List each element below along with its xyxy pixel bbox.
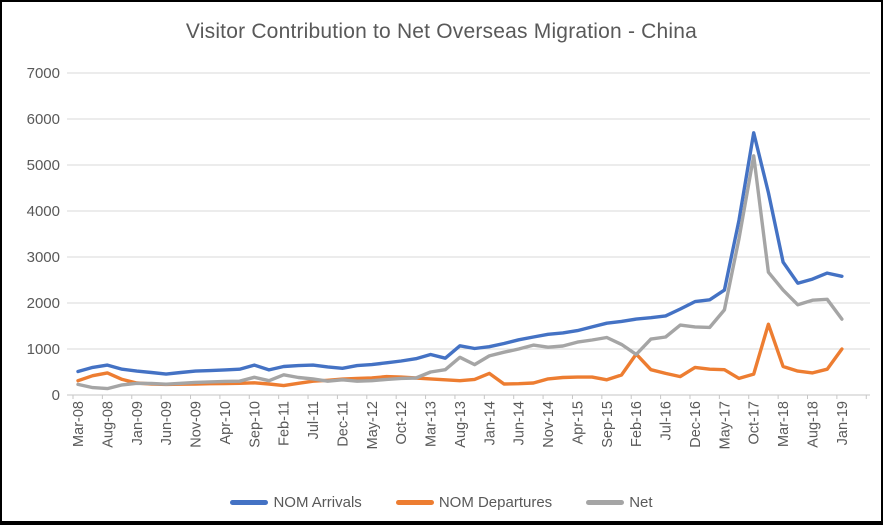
y-axis-label: 2000 [27, 295, 60, 312]
x-axis-label: Sep-10 [247, 401, 263, 448]
x-axis-label: May-17 [717, 401, 733, 449]
legend: NOM Arrivals NOM Departures Net [2, 494, 881, 511]
x-axis-label: Jul-11 [306, 401, 322, 439]
x-axis-label: Aug-18 [806, 401, 822, 448]
x-axis-label: May-12 [365, 401, 381, 449]
net-line-swatch-icon [586, 500, 625, 505]
x-axis-label: Oct-12 [394, 401, 410, 445]
y-axis-label: 0 [52, 387, 60, 404]
x-axis-label: Feb-16 [629, 401, 645, 447]
gridlines [67, 72, 870, 350]
x-axis-label: Mar-08 [71, 401, 87, 447]
nom-departures-line-swatch-icon [395, 500, 434, 505]
x-axis-label: Dec-16 [688, 401, 704, 448]
series-line-nom-arrivals [76, 131, 844, 376]
y-axis: 0 1000 2000 3000 4000 5000 6000 7000 [27, 65, 60, 404]
series-line-net [76, 154, 844, 391]
x-axis-label: Apr-15 [570, 401, 586, 445]
x-axis-label: Sep-15 [600, 401, 616, 448]
x-axis-label: Jan-19 [835, 401, 851, 445]
legend-item-net: Net [586, 494, 653, 511]
nom-arrivals-line-swatch-icon [230, 500, 269, 505]
legend-item-nom-arrivals: NOM Arrivals [230, 494, 362, 511]
x-axis-label: Jun-14 [512, 401, 528, 445]
x-axis [67, 394, 870, 399]
x-axis-labels: Mar-08 Aug-08 Jan-09 Jun-09 Nov-09 Apr-10 Sep-… [71, 401, 851, 449]
chart-title: Visitor Contribution to Net Overseas Mig… [185, 20, 698, 43]
legend-item-nom-departures: NOM Departures [395, 494, 553, 511]
legend-label: NOM Departures [438, 494, 553, 511]
y-axis-label: 5000 [27, 157, 60, 174]
x-axis-label: Nov-14 [541, 401, 557, 448]
y-axis-label: 7000 [27, 65, 60, 82]
y-axis-label: 4000 [27, 203, 60, 220]
x-axis-label: Feb-11 [277, 401, 293, 446]
x-axis-label: Jan-09 [130, 401, 146, 445]
x-axis-label: Oct-17 [747, 401, 763, 445]
x-axis-label: Nov-09 [189, 401, 205, 448]
x-axis-label: Aug-13 [453, 401, 469, 448]
y-axis-label: 3000 [27, 249, 60, 266]
x-axis-label: Apr-10 [218, 401, 234, 445]
legend-label: NOM Arrivals [273, 494, 362, 511]
x-axis-label: Aug-08 [100, 401, 116, 448]
y-axis-label: 6000 [27, 111, 60, 128]
x-axis-label: Mar-13 [424, 401, 440, 447]
x-axis-label: Jun-09 [159, 401, 175, 445]
x-axis-label: Dec-11 [335, 401, 351, 447]
series-line-nom-departures [76, 322, 844, 388]
legend-label: Net [629, 494, 653, 511]
x-axis-label: Jan-14 [482, 401, 498, 445]
x-axis-label: Mar-18 [776, 401, 792, 447]
y-axis-label: 1000 [27, 341, 60, 358]
x-axis-label: Jul-16 [659, 401, 675, 441]
